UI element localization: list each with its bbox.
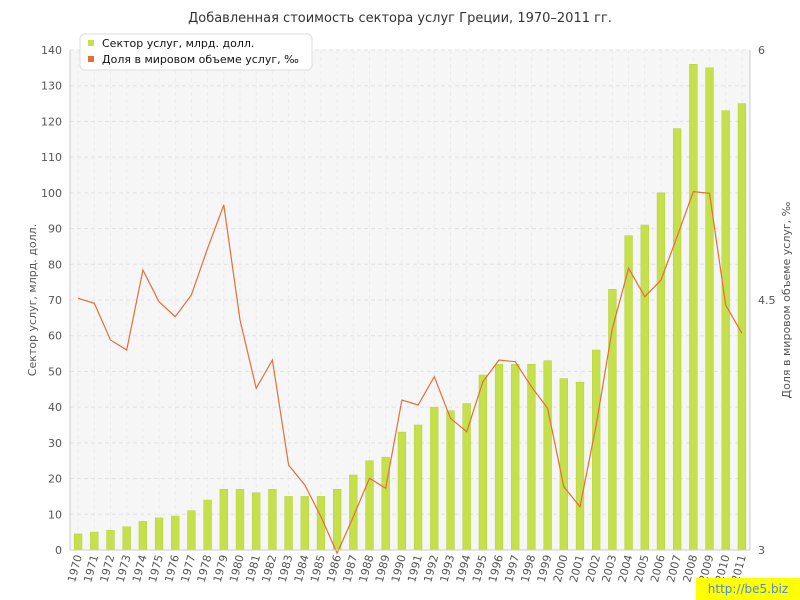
bar-2009 (705, 67, 714, 551)
bar-1991 (413, 424, 423, 551)
bar-1990 (397, 431, 407, 551)
bar-1980 (235, 489, 245, 551)
y2-tick-label: 6 (758, 44, 765, 57)
y-tick-label: 140 (41, 44, 62, 57)
share-line (77, 191, 743, 555)
bar-1994 (462, 403, 471, 551)
bar-2006 (656, 192, 666, 551)
bar-1992 (430, 406, 439, 551)
bar-2005 (640, 224, 649, 551)
y-tick-label: 30 (48, 437, 62, 450)
chart-title: Добавленная стоимость сектора услуг Грец… (188, 11, 612, 26)
axes (69, 50, 751, 551)
y-tick-label: 50 (48, 365, 62, 378)
bar-1973 (122, 526, 131, 551)
x-axis-ticks: 1970197119721973197419751976197719781979… (65, 553, 749, 583)
bar-2001 (575, 381, 585, 551)
y2-tick-label: 4.5 (758, 294, 776, 307)
y2-axis-ticks: 34.56 (758, 44, 776, 557)
legend-swatch-services (88, 40, 94, 46)
bar-1974 (138, 521, 147, 551)
y-tick-label: 20 (48, 473, 62, 486)
y-tick-label: 130 (41, 80, 62, 93)
bar-1982 (268, 489, 277, 551)
bar-1999 (543, 360, 552, 551)
bar-1983 (284, 496, 293, 551)
bar-2000 (559, 378, 568, 551)
bar-1996 (494, 364, 504, 551)
bar-1997 (511, 364, 520, 551)
bar-1988 (365, 460, 374, 551)
y-tick-label: 0 (55, 544, 62, 557)
y-axis-ticks: 0 10 20 30 40 50 60 70 80 90 100 110 120 130 140 (41, 44, 62, 557)
y-tick-label: 120 (41, 115, 62, 128)
y-tick-label: 110 (41, 151, 62, 164)
bar-1981 (252, 492, 261, 551)
legend-box (79, 33, 313, 71)
y-tick-label: 10 (48, 508, 62, 521)
bar-1995 (478, 374, 487, 551)
watermark[interactable]: http://be5.biz (696, 578, 800, 600)
y-tick-label: 40 (48, 401, 62, 414)
bar-1986 (333, 489, 342, 551)
bar-2004 (624, 235, 633, 551)
legend-label-share: Доля в мировом объеме услуг, ‰ (102, 53, 299, 66)
bar-2011 (737, 103, 747, 551)
y-tick-label: 100 (41, 187, 62, 200)
y-tick-label: 70 (48, 294, 62, 307)
bar-1984 (300, 496, 309, 551)
y2-axis-title: Доля в мировом объеме услуг, ‰ (780, 201, 793, 398)
bar-series (73, 64, 747, 551)
bar-2002 (592, 349, 601, 551)
bar-1970 (73, 533, 83, 551)
y-tick-label: 80 (48, 258, 62, 271)
legend: Сектор услуг, млрд. долл. Доля в мировом… (79, 33, 313, 71)
y-axis-title: Сектор услуг, млрд. долл. (26, 224, 39, 376)
bar-1976 (171, 515, 180, 551)
bar-1987 (349, 474, 358, 551)
legend-swatch-share (88, 56, 94, 62)
y-tick-label: 60 (48, 330, 62, 343)
bar-1998 (527, 364, 536, 551)
line-series (77, 191, 743, 555)
y-tick-label: 90 (48, 223, 62, 236)
bar-2007 (673, 128, 682, 551)
bar-1979 (219, 489, 228, 551)
bar-1972 (106, 530, 115, 551)
bar-2010 (721, 110, 730, 551)
bar-1993 (446, 410, 455, 551)
bar-1971 (90, 531, 99, 551)
y2-tick-label: 3 (758, 544, 765, 557)
bar-1975 (154, 517, 164, 551)
bar-2008 (689, 64, 698, 551)
bar-1977 (187, 510, 196, 551)
bar-1978 (203, 499, 212, 551)
legend-label-services: Сектор услуг, млрд. долл. (102, 37, 254, 50)
